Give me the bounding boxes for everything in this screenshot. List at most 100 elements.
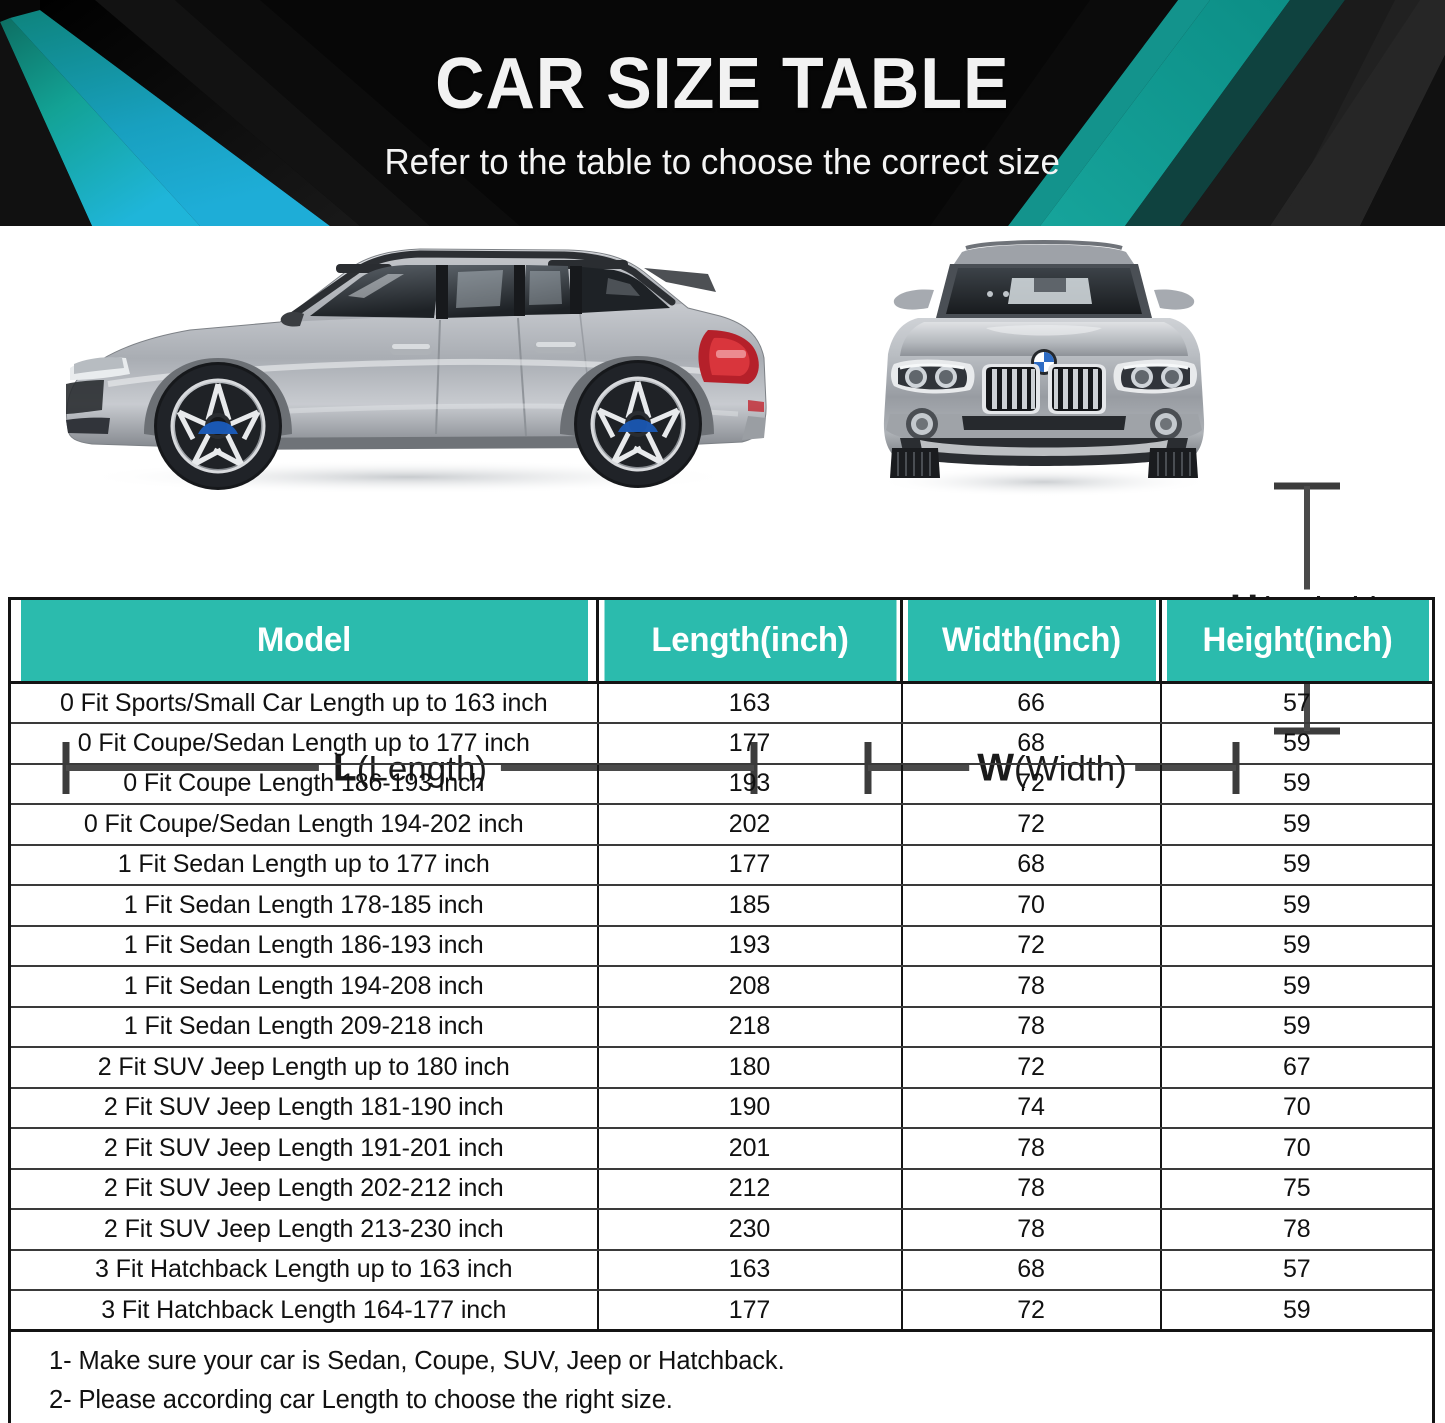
cell-width: 72 [900,803,1162,846]
cell-length: 201 [596,1127,903,1170]
column-header-height: Height(inch) [1163,597,1431,684]
cell-length: 218 [596,1005,903,1048]
cell-model: 3 Fit Hatchback Length 164-177 inch [8,1289,599,1332]
table-row: 2 Fit SUV Jeep Length 191-201 inch 201 78 7… [8,1127,1435,1170]
car-dimension-diagram: L(Length) W(Width) H(Heigth) [0,226,1445,794]
header-banner: CAR SIZE TABLE Refer to the table to cho… [0,0,1445,226]
cell-width: 78 [900,965,1162,1008]
car-size-table: Model Length(inch) Width(inch) Height(in… [8,597,1435,1423]
cell-length: 177 [596,722,903,765]
table-row: 2 Fit SUV Jeep Length 213-230 inch 230 78 7… [8,1208,1435,1251]
cell-width: 68 [900,722,1162,765]
cell-length: 202 [596,803,903,846]
cell-length: 212 [596,1167,903,1210]
table-row: 1 Fit Sedan Length 194-208 inch 208 78 59 [8,965,1435,1008]
table-row: 1 Fit Sedan Length 209-218 inch 218 78 59 [8,1005,1435,1048]
cell-model: 3 Fit Hatchback Length up to 163 inch [8,1248,599,1291]
cell-width: 78 [900,1167,1162,1210]
table-row: 0 Fit Coupe/Sedan Length up to 177 inch 1… [8,722,1435,765]
cell-model: 2 Fit SUV Jeep Length 202-212 inch [8,1167,599,1210]
cell-height: 57 [1159,1248,1435,1291]
cell-height: 59 [1159,965,1435,1008]
page-title: CAR SIZE TABLE [435,44,1010,125]
cell-width: 72 [900,924,1162,967]
table-row: 2 Fit SUV Jeep Length 181-190 inch 190 74 7… [8,1086,1435,1129]
cell-height: 59 [1159,722,1435,765]
cell-length: 185 [596,884,903,927]
column-header-width: Width(inch) [903,597,1159,684]
cell-width: 74 [900,1086,1162,1129]
cell-length: 208 [596,965,903,1008]
cell-height: 59 [1159,1005,1435,1048]
banner-decorative-shapes [0,0,1445,226]
car-side-view-image [48,234,773,502]
cell-model: 0 Fit Coupe/Sedan Length 194-202 inch [8,803,599,846]
table-row: 3 Fit Hatchback Length up to 163 inch 163… [8,1248,1435,1291]
column-header-length: Length(inch) [600,597,899,684]
cell-height: 67 [1159,1046,1435,1089]
cell-height: 59 [1159,1289,1435,1332]
cell-height: 59 [1159,803,1435,846]
table-header: Model Length(inch) Width(inch) Height(in… [10,597,1434,684]
cell-width: 72 [900,762,1162,805]
cell-length: 190 [596,1086,903,1129]
cell-model: 0 Fit Coupe Length 186-193 inch [8,762,599,805]
cell-length: 163 [596,681,903,724]
cell-model: 1 Fit Sedan Length 186-193 inch [8,924,599,967]
note-line-2: 2- Please according car Length to choose… [49,1385,673,1414]
cell-height: 70 [1159,1127,1435,1170]
cell-height: 59 [1159,843,1435,886]
cell-length: 193 [596,924,903,967]
table-footer: 1- Make sure your car is Sedan, Coupe, S… [8,1329,1435,1423]
table-row: 1 Fit Sedan Length 178-185 inch 185 70 59 [8,884,1435,927]
cell-length: 193 [596,762,903,805]
cell-length: 180 [596,1046,903,1089]
note-line-1: 1- Make sure your car is Sedan, Coupe, S… [49,1347,785,1375]
cell-height: 59 [1159,884,1435,927]
size-table-container: Model Length(inch) Width(inch) Height(in… [8,597,1435,1423]
cell-width: 78 [900,1208,1162,1251]
cell-height: 78 [1159,1208,1435,1251]
column-header-model: Model [16,597,591,684]
banner-text-block: CAR SIZE TABLE Refer to the table to cho… [0,0,1445,226]
cell-length: 230 [596,1208,903,1251]
page-subtitle: Refer to the table to choose the correct… [384,140,1061,182]
cell-length: 177 [596,843,903,886]
cell-length: 163 [596,1248,903,1291]
cell-model: 1 Fit Sedan Length 178-185 inch [8,884,599,927]
table-row: 2 Fit SUV Jeep Length 202-212 inch 212 78 7… [8,1167,1435,1210]
table-row: 0 Fit Sports/Small Car Length up to 163 … [8,681,1435,724]
cell-width: 66 [900,681,1162,724]
cell-width: 78 [900,1127,1162,1170]
table-row: 1 Fit Sedan Length up to 177 inch 177 68 59 [8,843,1435,886]
footer-notes-cell: 1- Make sure your car is Sedan, Coupe, S… [8,1329,1435,1423]
table-body: 0 Fit Sports/Small Car Length up to 163 … [8,681,1435,1332]
cell-height: 70 [1159,1086,1435,1129]
cell-height: 75 [1159,1167,1435,1210]
cell-width: 68 [900,843,1162,886]
cell-model: 2 Fit SUV Jeep Length up to 180 inch [8,1046,599,1089]
cell-model: 0 Fit Coupe/Sedan Length up to 177 inch [8,722,599,765]
table-row: 0 Fit Coupe Length 186-193 inch 193 72 59 [8,762,1435,805]
table-row: 3 Fit Hatchback Length 164-177 inch 177 72… [8,1289,1435,1332]
cell-height: 59 [1159,924,1435,967]
cell-width: 68 [900,1248,1162,1291]
cell-width: 72 [900,1046,1162,1089]
cell-height: 59 [1159,762,1435,805]
cell-height: 57 [1159,681,1435,724]
cell-model: 2 Fit SUV Jeep Length 191-201 inch [8,1127,599,1170]
cell-model: 2 Fit SUV Jeep Length 181-190 inch [8,1086,599,1129]
table-footer-row: 1- Make sure your car is Sedan, Coupe, S… [8,1329,1435,1423]
car-front-view-image [866,234,1222,502]
cell-model: 1 Fit Sedan Length up to 177 inch [8,843,599,886]
table-row: 2 Fit SUV Jeep Length up to 180 inch 180 7… [8,1046,1435,1089]
cell-model: 0 Fit Sports/Small Car Length up to 163 … [8,681,599,724]
cell-model: 2 Fit SUV Jeep Length 213-230 inch [8,1208,599,1251]
cell-model: 1 Fit Sedan Length 194-208 inch [8,965,599,1008]
cell-width: 70 [900,884,1162,927]
table-row: 0 Fit Coupe/Sedan Length 194-202 inch 202… [8,803,1435,846]
table-row: 1 Fit Sedan Length 186-193 inch 193 72 59 [8,924,1435,967]
cell-width: 72 [900,1289,1162,1332]
table-header-row: Model Length(inch) Width(inch) Height(in… [10,597,1434,684]
